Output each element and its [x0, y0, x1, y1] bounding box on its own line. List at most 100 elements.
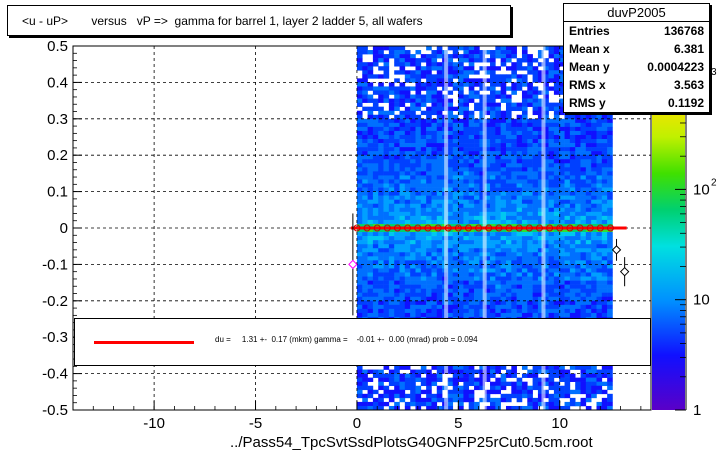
- heatmap-cell: [436, 219, 443, 225]
- heatmap-cell: [388, 373, 395, 378]
- x-tick-label: 10: [551, 415, 568, 432]
- heatmap-cell: [490, 312, 496, 318]
- heatmap-cell: [404, 106, 411, 112]
- heatmap-cell: [580, 272, 587, 277]
- heatmap-cell: [474, 276, 480, 281]
- heatmap-cell: [399, 167, 406, 172]
- heatmap-cell: [479, 179, 485, 184]
- heatmap-cell: [415, 122, 422, 128]
- heatmap-cell: [596, 167, 603, 172]
- heatmap-cell: [410, 118, 416, 124]
- heatmap-cell: [553, 276, 560, 281]
- heatmap-cell: [505, 167, 512, 172]
- heatmap-cell: [463, 66, 470, 71]
- heatmap-cell: [383, 167, 390, 172]
- heatmap-cell: [458, 167, 464, 172]
- heatmap-cell: [607, 147, 613, 152]
- heatmap-cell: [543, 377, 549, 382]
- heatmap-cell: [537, 187, 544, 192]
- heatmap-cell: [596, 256, 603, 261]
- heatmap-cell: [537, 183, 544, 188]
- heatmap-cell: [479, 54, 485, 59]
- heatmap-cell: [575, 211, 581, 217]
- heatmap-cell: [543, 118, 549, 124]
- heatmap-cell: [399, 175, 406, 180]
- heatmap-cell: [474, 155, 480, 160]
- heatmap-cell: [362, 300, 368, 306]
- heatmap-cell: [505, 397, 512, 403]
- heatmap-cell: [553, 66, 560, 71]
- heatmap-cell: [564, 401, 571, 407]
- heatmap-cell: [415, 106, 422, 112]
- heatmap-cell: [596, 264, 603, 269]
- heatmap-cell: [426, 171, 432, 176]
- heatmap-cell: [511, 147, 517, 152]
- heatmap-cell: [410, 256, 416, 261]
- heatmap-cell: [490, 175, 496, 180]
- heatmap-cell: [516, 102, 523, 107]
- heatmap-cell: [431, 163, 438, 168]
- heatmap-cell: [420, 134, 427, 140]
- heatmap-cell: [404, 139, 411, 144]
- heatmap-cell: [447, 110, 454, 116]
- heatmap-cell: [548, 280, 555, 285]
- heatmap-cell: [452, 199, 459, 205]
- heatmap-cell: [431, 191, 438, 196]
- heatmap-cell: [575, 195, 581, 200]
- heatmap-cell: [596, 187, 603, 192]
- heatmap-cell: [372, 179, 379, 184]
- heatmap-cell: [569, 292, 576, 298]
- heatmap-cell: [431, 300, 438, 306]
- heatmap-cell: [537, 223, 544, 229]
- heatmap-cell: [543, 405, 549, 410]
- heatmap-cell: [362, 219, 368, 225]
- heatmap-cell: [601, 260, 608, 265]
- heatmap-cell: [463, 171, 470, 176]
- heatmap-cell: [521, 260, 528, 265]
- heatmap-cell: [388, 126, 395, 132]
- heatmap-cell: [532, 385, 539, 391]
- heatmap-cell: [596, 240, 603, 245]
- heatmap-cell: [394, 381, 400, 387]
- heatmap-cell: [532, 175, 539, 180]
- heatmap-cell: [559, 284, 565, 289]
- heatmap-cell: [500, 183, 507, 188]
- heatmap-cell: [436, 134, 443, 140]
- heatmap-cell: [356, 58, 363, 63]
- heatmap-cell: [362, 191, 368, 196]
- heatmap-cell: [537, 381, 544, 387]
- heatmap-cell: [458, 187, 464, 192]
- heatmap-cell: [585, 134, 592, 140]
- heatmap-cell: [607, 130, 613, 136]
- heatmap-cell: [537, 389, 544, 395]
- heatmap-cell: [484, 134, 491, 140]
- heatmap-cell: [490, 223, 496, 229]
- heatmap-cell: [367, 292, 374, 298]
- heatmap-cell: [495, 260, 501, 265]
- heatmap-cell: [532, 240, 539, 245]
- heatmap-cell: [420, 118, 427, 124]
- profile-point: [404, 224, 412, 232]
- heatmap-cell: [532, 151, 539, 156]
- heatmap-cell: [607, 280, 613, 285]
- heatmap-cell: [415, 187, 422, 192]
- heatmap-cell: [553, 365, 560, 370]
- heatmap-cell: [548, 211, 555, 217]
- heatmap-cell: [356, 203, 363, 209]
- heatmap-cell: [516, 130, 523, 136]
- heatmap-cell: [436, 256, 443, 261]
- heatmap-cell: [484, 236, 491, 241]
- heatmap-cell: [505, 122, 512, 128]
- heatmap-cell: [548, 381, 555, 387]
- heatmap-cell: [490, 155, 496, 160]
- heatmap-cell: [591, 155, 597, 160]
- heatmap-cell: [447, 312, 454, 318]
- heatmap-cell: [495, 183, 501, 188]
- heatmap-cell: [575, 280, 581, 285]
- heatmap-cell: [511, 203, 517, 209]
- heatmap-cell: [548, 397, 555, 403]
- heatmap-cell: [569, 373, 576, 378]
- heatmap-cell: [490, 232, 496, 237]
- heatmap-cell: [362, 183, 368, 188]
- heatmap-cell: [420, 304, 427, 310]
